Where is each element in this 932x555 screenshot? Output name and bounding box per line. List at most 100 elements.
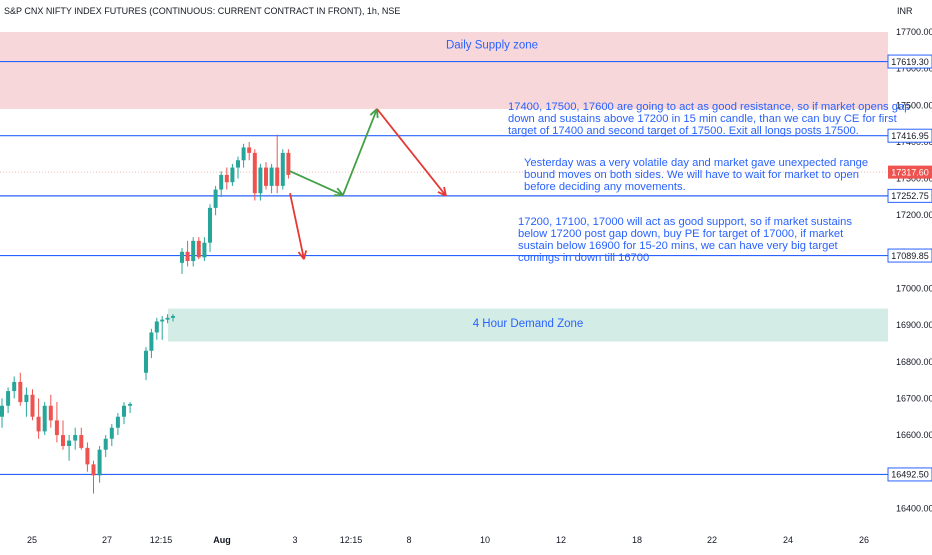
time-tick-label: 27 (102, 535, 112, 545)
symbol-title: S&P CNX NIFTY INDEX FUTURES (CONTINUOUS:… (4, 6, 400, 16)
candle-body (270, 168, 274, 186)
candle-body (79, 435, 83, 448)
price-axis[interactable]: 17700.0017600.0017500.0017400.0017300.00… (896, 27, 932, 513)
candle-body (286, 153, 290, 175)
time-tick-label: 24 (783, 535, 793, 545)
candle-body (202, 243, 206, 258)
last-price-label: 17317.60 (891, 167, 929, 177)
candle-body (116, 417, 120, 428)
candle-body (122, 406, 126, 417)
candle-body (6, 391, 10, 406)
candle-body (160, 320, 164, 322)
candle-body (85, 448, 89, 464)
annotation-resistance: 17400, 17500, 17600 are going to act as … (508, 101, 910, 137)
candle-body (24, 395, 28, 402)
candle-body (230, 168, 234, 183)
candle-body (49, 406, 53, 421)
candle-body (214, 190, 218, 208)
level-tag-label: 17416.95 (891, 131, 929, 141)
time-tick-label: 3 (292, 535, 297, 545)
candle-body (242, 147, 246, 160)
price-tick-label: 16600.00 (896, 430, 932, 440)
candle-body (67, 441, 71, 446)
candle-body (171, 316, 175, 318)
time-tick-label: 12:15 (340, 535, 363, 545)
price-tick-label: 17500.00 (896, 100, 932, 110)
currency-label: INR (897, 6, 913, 16)
candle-body (43, 406, 47, 432)
candle-body (92, 464, 96, 475)
time-axis[interactable]: 25 27 12:15 Aug 3 12:15 8 10 12 18 22 24 26 (27, 535, 869, 545)
price-tick-label: 16400.00 (896, 503, 932, 513)
annotation-line: target of 17400 and second target of 175… (508, 125, 859, 137)
time-tick-label: 10 (480, 535, 490, 545)
candle-body (180, 252, 184, 263)
candle-body (247, 147, 251, 152)
level-tag-label: 16492.50 (891, 470, 929, 480)
candle-body (166, 318, 170, 320)
candle-body (0, 406, 4, 417)
candle-body (55, 420, 59, 435)
time-tick-label: 8 (406, 535, 411, 545)
arrow-line (290, 193, 304, 259)
annotation-volatile-day: Yesterday was a very volatile day and ma… (524, 157, 868, 193)
time-tick-label: 12:15 (150, 535, 173, 545)
candle-body (73, 435, 77, 440)
price-tick-label: 16900.00 (896, 320, 932, 330)
candle-body (98, 450, 102, 476)
level-tag-label: 17619.30 (891, 57, 929, 67)
candle-body (219, 175, 223, 190)
price-tick-label: 16700.00 (896, 393, 932, 403)
candle-body (104, 439, 108, 450)
candle-body (208, 208, 212, 243)
annotation-line: down and sustains above 17200 in 15 min … (508, 113, 898, 125)
candle-body (264, 168, 268, 186)
candle-body (197, 241, 201, 257)
candle-body (191, 241, 195, 261)
level-tag-label: 17252.75 (891, 191, 929, 201)
level-tag-label: 17089.85 (891, 251, 929, 261)
time-tick-label: Aug (213, 535, 231, 545)
candle-body (12, 382, 16, 391)
candle-body (236, 160, 240, 167)
arrow-line (290, 171, 343, 195)
supply-zone-label: Daily Supply zone (446, 39, 538, 51)
arrow-line (343, 109, 377, 195)
candle-body (225, 175, 229, 182)
candle-body (37, 417, 41, 432)
candle-body (281, 153, 285, 186)
time-tick-label: 18 (632, 535, 642, 545)
price-tick-label: 17700.00 (896, 27, 932, 37)
annotation-line: 17400, 17500, 17600 are going to act as … (508, 101, 910, 113)
demand-zone-label: 4 Hour Demand Zone (473, 318, 584, 330)
price-tick-label: 16800.00 (896, 357, 932, 367)
time-tick-label: 26 (859, 535, 869, 545)
supply-zone (0, 32, 888, 109)
annotation-support: 17200, 17100, 17000 will act as good sup… (518, 216, 852, 264)
candle-body (155, 321, 159, 332)
time-tick-label: 12 (556, 535, 566, 545)
arrow-line (377, 109, 446, 196)
candle-body (31, 395, 35, 417)
candle-body (128, 404, 132, 406)
annotation-line: sustain below 16900 for 15-20 mins, we c… (518, 240, 839, 252)
candle-body (258, 168, 262, 194)
candle-body (186, 252, 190, 261)
candle-body (61, 435, 65, 446)
annotation-line: before deciding any movements. (524, 181, 686, 193)
candle-body (110, 428, 114, 439)
time-tick-label: 25 (27, 535, 37, 545)
annotation-line: bound moves on both sides. We will have … (524, 169, 859, 181)
annotation-line: 17200, 17100, 17000 will act as good sup… (518, 216, 852, 228)
candle-body (253, 153, 257, 193)
time-tick-label: 22 (707, 535, 717, 545)
candle-body (149, 332, 153, 350)
annotation-line: comings in down till 16700 (518, 252, 649, 264)
price-tick-label: 17200.00 (896, 210, 932, 220)
price-tick-label: 17000.00 (896, 283, 932, 293)
annotation-line: below 17200 post gap down, buy PE for ta… (518, 228, 844, 240)
candle-body (275, 168, 279, 186)
candle-body (144, 351, 148, 373)
